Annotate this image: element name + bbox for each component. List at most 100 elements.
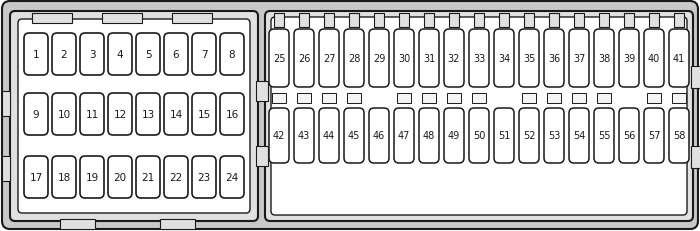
FancyBboxPatch shape (494, 109, 514, 163)
FancyBboxPatch shape (164, 94, 188, 135)
Bar (172, 14, 212, 24)
Text: 40: 40 (648, 54, 660, 64)
FancyBboxPatch shape (52, 156, 76, 198)
FancyBboxPatch shape (319, 30, 339, 88)
Bar (649, 14, 659, 28)
FancyBboxPatch shape (319, 109, 339, 163)
Bar (274, 14, 284, 28)
FancyBboxPatch shape (644, 30, 664, 88)
Bar (647, 94, 661, 103)
FancyBboxPatch shape (669, 109, 689, 163)
Text: 41: 41 (673, 54, 685, 64)
Text: 7: 7 (201, 50, 207, 60)
FancyBboxPatch shape (394, 109, 414, 163)
Bar (2, 92, 10, 116)
Text: 35: 35 (523, 54, 536, 64)
Text: 46: 46 (373, 131, 385, 141)
Text: 38: 38 (598, 54, 610, 64)
Text: 32: 32 (448, 54, 460, 64)
Text: 48: 48 (423, 131, 435, 141)
FancyBboxPatch shape (80, 156, 104, 198)
FancyBboxPatch shape (519, 109, 539, 163)
FancyBboxPatch shape (271, 18, 687, 215)
FancyBboxPatch shape (544, 30, 564, 88)
FancyBboxPatch shape (108, 94, 132, 135)
FancyBboxPatch shape (136, 94, 160, 135)
Text: 2: 2 (61, 50, 67, 60)
Text: 20: 20 (113, 172, 127, 182)
Text: 49: 49 (448, 131, 460, 141)
FancyBboxPatch shape (24, 34, 48, 76)
FancyBboxPatch shape (669, 30, 689, 88)
Bar (102, 14, 142, 24)
Bar (422, 94, 436, 103)
Text: 31: 31 (423, 54, 435, 64)
Bar (374, 14, 384, 28)
Text: 57: 57 (648, 131, 660, 141)
Text: 36: 36 (548, 54, 560, 64)
Text: 13: 13 (141, 109, 155, 119)
Bar (399, 14, 409, 28)
Bar (397, 94, 411, 103)
FancyBboxPatch shape (369, 30, 389, 88)
Text: 50: 50 (473, 131, 485, 141)
FancyBboxPatch shape (619, 109, 639, 163)
Text: 54: 54 (573, 131, 585, 141)
Bar (424, 14, 434, 28)
Text: 33: 33 (473, 54, 485, 64)
Bar (322, 94, 336, 103)
FancyBboxPatch shape (344, 30, 364, 88)
FancyBboxPatch shape (419, 109, 439, 163)
FancyBboxPatch shape (444, 109, 464, 163)
Text: 27: 27 (323, 54, 335, 64)
Text: 15: 15 (197, 109, 211, 119)
FancyBboxPatch shape (136, 156, 160, 198)
Bar (60, 219, 95, 229)
FancyBboxPatch shape (220, 156, 244, 198)
Text: 4: 4 (117, 50, 123, 60)
FancyBboxPatch shape (108, 156, 132, 198)
Bar (624, 14, 634, 28)
Text: 43: 43 (298, 131, 310, 141)
FancyBboxPatch shape (2, 2, 698, 229)
FancyBboxPatch shape (24, 94, 48, 135)
Bar (256, 82, 268, 102)
Text: 16: 16 (225, 109, 239, 119)
Text: 12: 12 (113, 109, 127, 119)
Text: 25: 25 (273, 54, 286, 64)
Text: 21: 21 (141, 172, 155, 182)
Text: 51: 51 (498, 131, 510, 141)
FancyBboxPatch shape (619, 30, 639, 88)
Bar (597, 94, 611, 103)
FancyBboxPatch shape (220, 94, 244, 135)
FancyBboxPatch shape (644, 109, 664, 163)
Text: 26: 26 (298, 54, 310, 64)
FancyBboxPatch shape (108, 34, 132, 76)
Text: 18: 18 (57, 172, 71, 182)
FancyBboxPatch shape (294, 109, 314, 163)
FancyBboxPatch shape (394, 30, 414, 88)
Bar (574, 14, 584, 28)
Bar (256, 146, 268, 166)
FancyBboxPatch shape (569, 109, 589, 163)
Text: 44: 44 (323, 131, 335, 141)
Text: 22: 22 (169, 172, 183, 182)
Text: 52: 52 (523, 131, 536, 141)
Bar (299, 14, 309, 28)
Bar (324, 14, 334, 28)
Bar (449, 14, 459, 28)
FancyBboxPatch shape (52, 34, 76, 76)
Bar (2, 156, 10, 181)
Text: 1: 1 (33, 50, 39, 60)
FancyBboxPatch shape (594, 30, 614, 88)
Text: 55: 55 (598, 131, 610, 141)
FancyBboxPatch shape (136, 34, 160, 76)
FancyBboxPatch shape (192, 156, 216, 198)
Text: 11: 11 (85, 109, 99, 119)
FancyBboxPatch shape (569, 30, 589, 88)
FancyBboxPatch shape (494, 30, 514, 88)
Text: 39: 39 (623, 54, 635, 64)
Bar (549, 14, 559, 28)
Bar (599, 14, 609, 28)
Text: 53: 53 (548, 131, 560, 141)
